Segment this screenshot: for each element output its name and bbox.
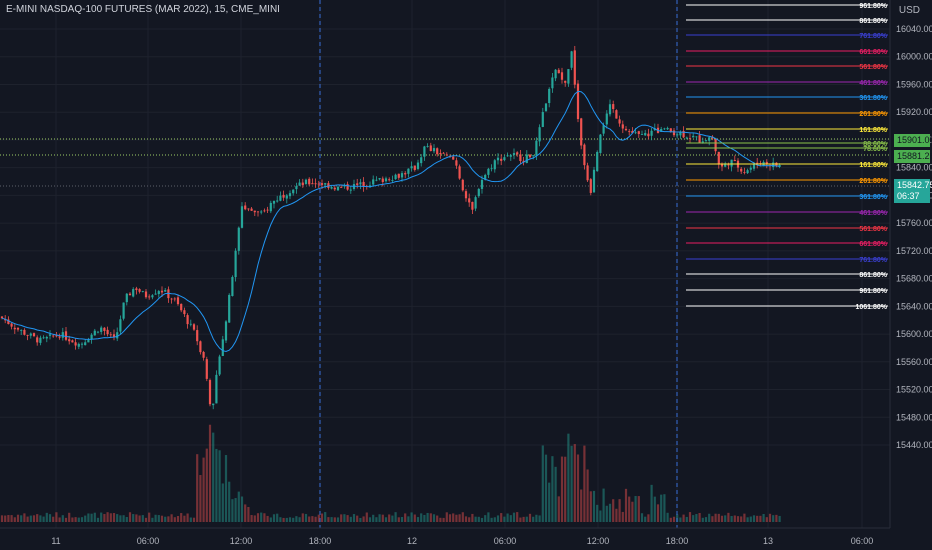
fib-level-label: 761.80% bbox=[859, 33, 887, 40]
symbol-title[interactable]: E-MINI NASDAQ-100 FUTURES (MAR 2022), 15… bbox=[6, 4, 280, 15]
time-axis-label: 11 bbox=[51, 536, 60, 546]
time-axis-label: 06:00 bbox=[851, 536, 874, 546]
time-axis-label: 06:00 bbox=[494, 536, 517, 546]
price-axis-label: 15640.00 bbox=[896, 301, 932, 311]
session-breaks bbox=[319, 0, 678, 528]
time-axis-label: 18:00 bbox=[666, 536, 689, 546]
price-axis-label: 16000.00 bbox=[896, 52, 932, 62]
fib-level-label: 78.60% bbox=[863, 146, 888, 153]
fib-level-label: 761.80% bbox=[859, 257, 887, 264]
fib-level-label: 461.80% bbox=[859, 210, 887, 217]
time-axis-label: 06:00 bbox=[137, 536, 160, 546]
candlesticks[interactable] bbox=[0, 45, 781, 410]
price-tag-level-b-value: 15881.25 bbox=[897, 151, 932, 161]
price-axis-label: 15440.00 bbox=[896, 440, 932, 450]
fib-level-label: 661.80% bbox=[859, 49, 887, 56]
fib-level-label: 161.80% bbox=[859, 162, 887, 169]
price-tag-level-a-value: 15901.00 bbox=[897, 135, 932, 145]
bar-countdown: 06:37 bbox=[897, 191, 920, 201]
time-axis-label: 12:00 bbox=[587, 536, 610, 546]
fib-level-label: 461.80% bbox=[859, 80, 887, 87]
horizontal-levels[interactable] bbox=[0, 138, 890, 187]
price-axis[interactable]: 16040.0016000.0015960.0015920.0015880.00… bbox=[889, 0, 932, 550]
price-axis-label: 15960.00 bbox=[896, 79, 932, 89]
fib-level-label: 261.80% bbox=[859, 111, 887, 118]
fib-level-label: 361.80% bbox=[859, 95, 887, 102]
fib-level-label: 1061.80% bbox=[855, 304, 887, 311]
time-axis-label: 12:00 bbox=[230, 536, 253, 546]
price-axis-label: 15680.00 bbox=[896, 274, 932, 284]
price-axis-label: 15920.00 bbox=[896, 107, 932, 117]
time-axis-label: 18:00 bbox=[309, 536, 332, 546]
price-axis-label: 15560.00 bbox=[896, 357, 932, 367]
fib-level-label: 261.80% bbox=[859, 178, 887, 185]
fibonacci-extension[interactable]: 961.80% 861.80% 761.80% 661.80% 561.80% 461.8… bbox=[686, 3, 888, 311]
time-axis-label: 12 bbox=[407, 536, 417, 546]
currency-label[interactable]: USD bbox=[898, 5, 920, 16]
grid bbox=[0, 0, 890, 528]
price-tag-level-a: 15901.00 bbox=[894, 134, 932, 147]
price-axis-label: 15840.00 bbox=[896, 163, 932, 173]
fib-level-label: 88.60% bbox=[863, 141, 888, 148]
price-axis-label: 16040.00 bbox=[896, 24, 932, 34]
price-axis-label: 15520.00 bbox=[896, 385, 932, 395]
fib-level-label: 961.80% bbox=[859, 288, 887, 295]
volume-bars bbox=[0, 424, 781, 522]
fib-level-label: 161.80% bbox=[859, 127, 887, 134]
price-axis-label: 15720.00 bbox=[896, 246, 932, 256]
price-axis-label: 15760.00 bbox=[896, 218, 932, 228]
time-axis-label: 13 bbox=[763, 536, 773, 546]
last-price-tag: 15842.75 06:37 bbox=[894, 179, 932, 203]
moving-average-line bbox=[1, 90, 780, 353]
fib-level-label: 961.80% bbox=[859, 3, 887, 10]
fib-level-label: 361.80% bbox=[859, 194, 887, 201]
price-axis-label: 15600.00 bbox=[896, 329, 932, 339]
fib-level-label: 861.80% bbox=[859, 272, 887, 279]
fib-level-label: 561.80% bbox=[859, 64, 887, 71]
last-price-value: 15842.75 bbox=[897, 180, 932, 190]
fib-level-label: 861.80% bbox=[859, 18, 887, 25]
fib-level-label: 661.80% bbox=[859, 241, 887, 248]
price-tag-level-b: 15881.25 bbox=[894, 150, 932, 163]
price-axis-label: 15480.00 bbox=[896, 412, 932, 422]
fib-level-label: 561.80% bbox=[859, 226, 887, 233]
time-axis[interactable]: 11 06:00 12:00 18:00 12 06:00 12:00 18:00 13 06:0… bbox=[0, 527, 932, 550]
